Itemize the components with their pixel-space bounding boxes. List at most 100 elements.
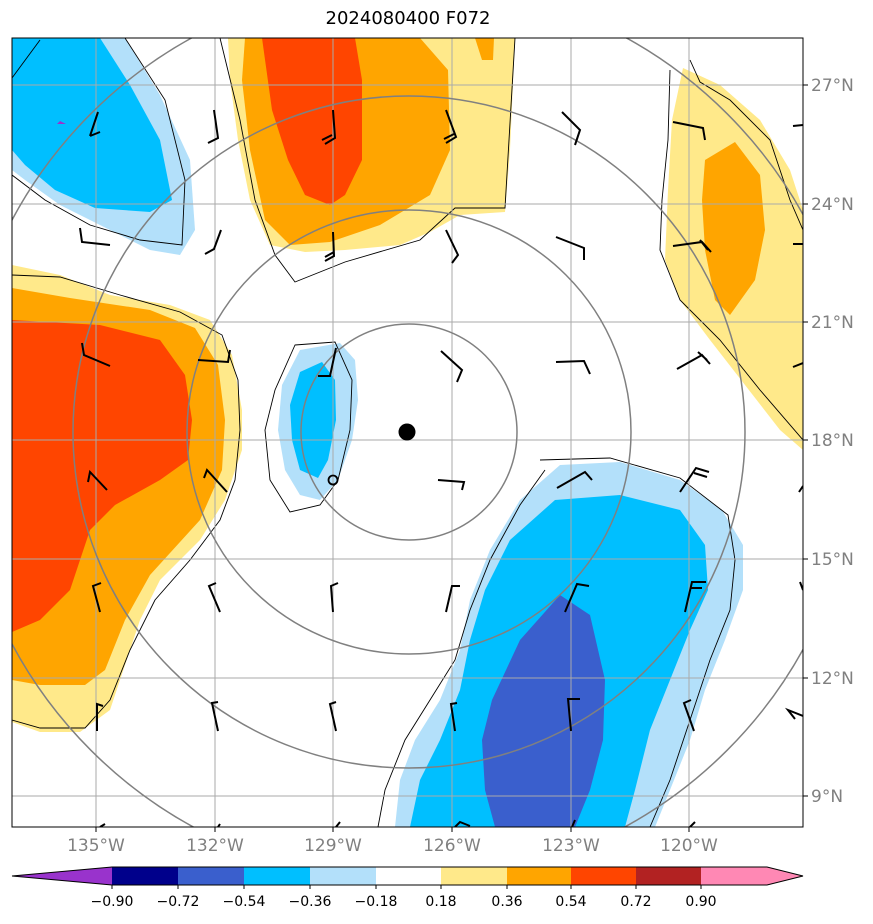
colorbar-segment — [112, 867, 178, 885]
storm-center-marker — [398, 423, 416, 441]
wind-barb — [555, 236, 585, 260]
wind-barb — [87, 469, 108, 491]
colorbar-label: −0.90 — [91, 894, 134, 910]
wind-barb — [324, 231, 336, 262]
wind-barb — [445, 585, 460, 613]
anomaly-blob-southeast — [395, 462, 743, 827]
lat-label: 27°N — [811, 76, 854, 96]
wind-barb — [454, 820, 471, 827]
wind-barb — [676, 351, 711, 370]
axis-ticks — [95, 84, 808, 832]
colorbar-segment — [701, 867, 767, 885]
colorbar-segment — [507, 867, 571, 885]
wind-barb — [207, 109, 220, 144]
wind-barb — [684, 581, 706, 613]
lat-label: 15°N — [811, 550, 854, 570]
wind-barb — [784, 707, 803, 720]
wind-barb — [571, 819, 576, 827]
wind-barb — [79, 227, 111, 246]
colorbar-segment — [178, 867, 244, 885]
colorbar-segment — [441, 867, 507, 885]
lat-label: 18°N — [811, 431, 854, 451]
lon-label: 126°W — [423, 836, 481, 856]
wind-barb — [792, 124, 803, 127]
wind-barb — [682, 699, 695, 732]
wind-barb — [564, 582, 590, 613]
wind-barb — [203, 468, 228, 493]
wind-barbs — [79, 109, 803, 827]
map-plot-area — [12, 38, 803, 827]
anomaly-speck — [57, 121, 66, 124]
wind-barb — [679, 466, 710, 493]
colorbar-label: −0.54 — [223, 894, 266, 910]
wind-barb — [96, 702, 104, 731]
anomaly-blob-west — [12, 265, 242, 732]
map-frame — [11, 37, 804, 828]
wind-barb — [335, 821, 341, 827]
wind-barb — [197, 349, 231, 364]
wind-barb — [798, 485, 803, 493]
colorbar-segment — [571, 867, 636, 885]
colorbar-label: 0.18 — [425, 894, 456, 910]
graticule — [12, 38, 803, 827]
wind-barb — [445, 229, 460, 264]
wind-barb — [437, 479, 466, 491]
range-ring-3 — [72, 95, 746, 769]
colorbar-segment — [376, 867, 441, 885]
wind-barb — [204, 229, 222, 255]
colorbar-segment — [636, 867, 701, 885]
lat-label: 12°N — [811, 669, 854, 689]
wind-barb — [672, 121, 706, 141]
lat-label: 21°N — [811, 313, 854, 333]
wind-barb — [449, 702, 458, 732]
wind-barb — [328, 701, 337, 732]
colorbar-extend-high — [767, 867, 803, 885]
anomaly-blob-center — [278, 343, 358, 500]
colorbar-label: −0.18 — [355, 894, 398, 910]
wind-barb — [210, 701, 219, 732]
wind-barb — [89, 111, 101, 137]
wind-barb — [329, 582, 339, 613]
anomaly-blob-northwest — [12, 38, 195, 255]
colorbar-label: −0.36 — [289, 894, 332, 910]
lon-label: 135°W — [67, 836, 125, 856]
wind-barb — [556, 470, 593, 489]
lon-label: 129°W — [304, 836, 362, 856]
wind-barb — [207, 582, 221, 613]
lon-label: 123°W — [542, 836, 600, 856]
wind-barb — [321, 109, 337, 145]
range-rings — [12, 38, 803, 827]
lon-label: 120°W — [660, 836, 718, 856]
wind-barb — [672, 239, 712, 253]
latitude-labels: 27°N 24°N 21°N 18°N 15°N 12°N 9°N — [811, 76, 854, 807]
wind-barb — [561, 111, 582, 146]
colorbar: −0.90 −0.72 −0.54 −0.36 −0.18 0.18 0.36 … — [11, 866, 804, 910]
lat-label: 24°N — [811, 195, 854, 215]
colorbar-label: 0.36 — [491, 894, 522, 910]
wind-barb — [689, 821, 696, 827]
wind-barb — [91, 582, 102, 613]
anomaly-blob-northeast — [665, 68, 803, 450]
colorbar-label: 0.90 — [685, 894, 716, 910]
wind-barb — [81, 342, 111, 367]
wind-barb — [792, 362, 803, 368]
calm-wind-marker — [327, 474, 339, 486]
wind-barb — [318, 347, 337, 377]
wind-barb — [555, 359, 591, 375]
contour-lines — [12, 38, 803, 827]
colorbar-segment — [244, 867, 310, 885]
map-title: 2024080400 F072 — [325, 8, 491, 29]
anomaly-blob-north — [228, 38, 515, 252]
lon-label: 132°W — [186, 836, 244, 856]
lat-label: 9°N — [811, 787, 843, 807]
colorbar-label: −0.72 — [157, 894, 200, 910]
longitude-labels: 135°W 132°W 129°W 126°W 123°W 120°W — [67, 836, 718, 856]
wind-barb — [443, 109, 458, 144]
colorbar-label: 0.54 — [555, 894, 586, 910]
colorbar-extend-low — [12, 867, 112, 885]
colorbar-segment — [310, 867, 376, 885]
range-ring-1 — [300, 323, 518, 541]
wind-barb — [566, 698, 580, 732]
range-ring-2 — [186, 209, 632, 655]
